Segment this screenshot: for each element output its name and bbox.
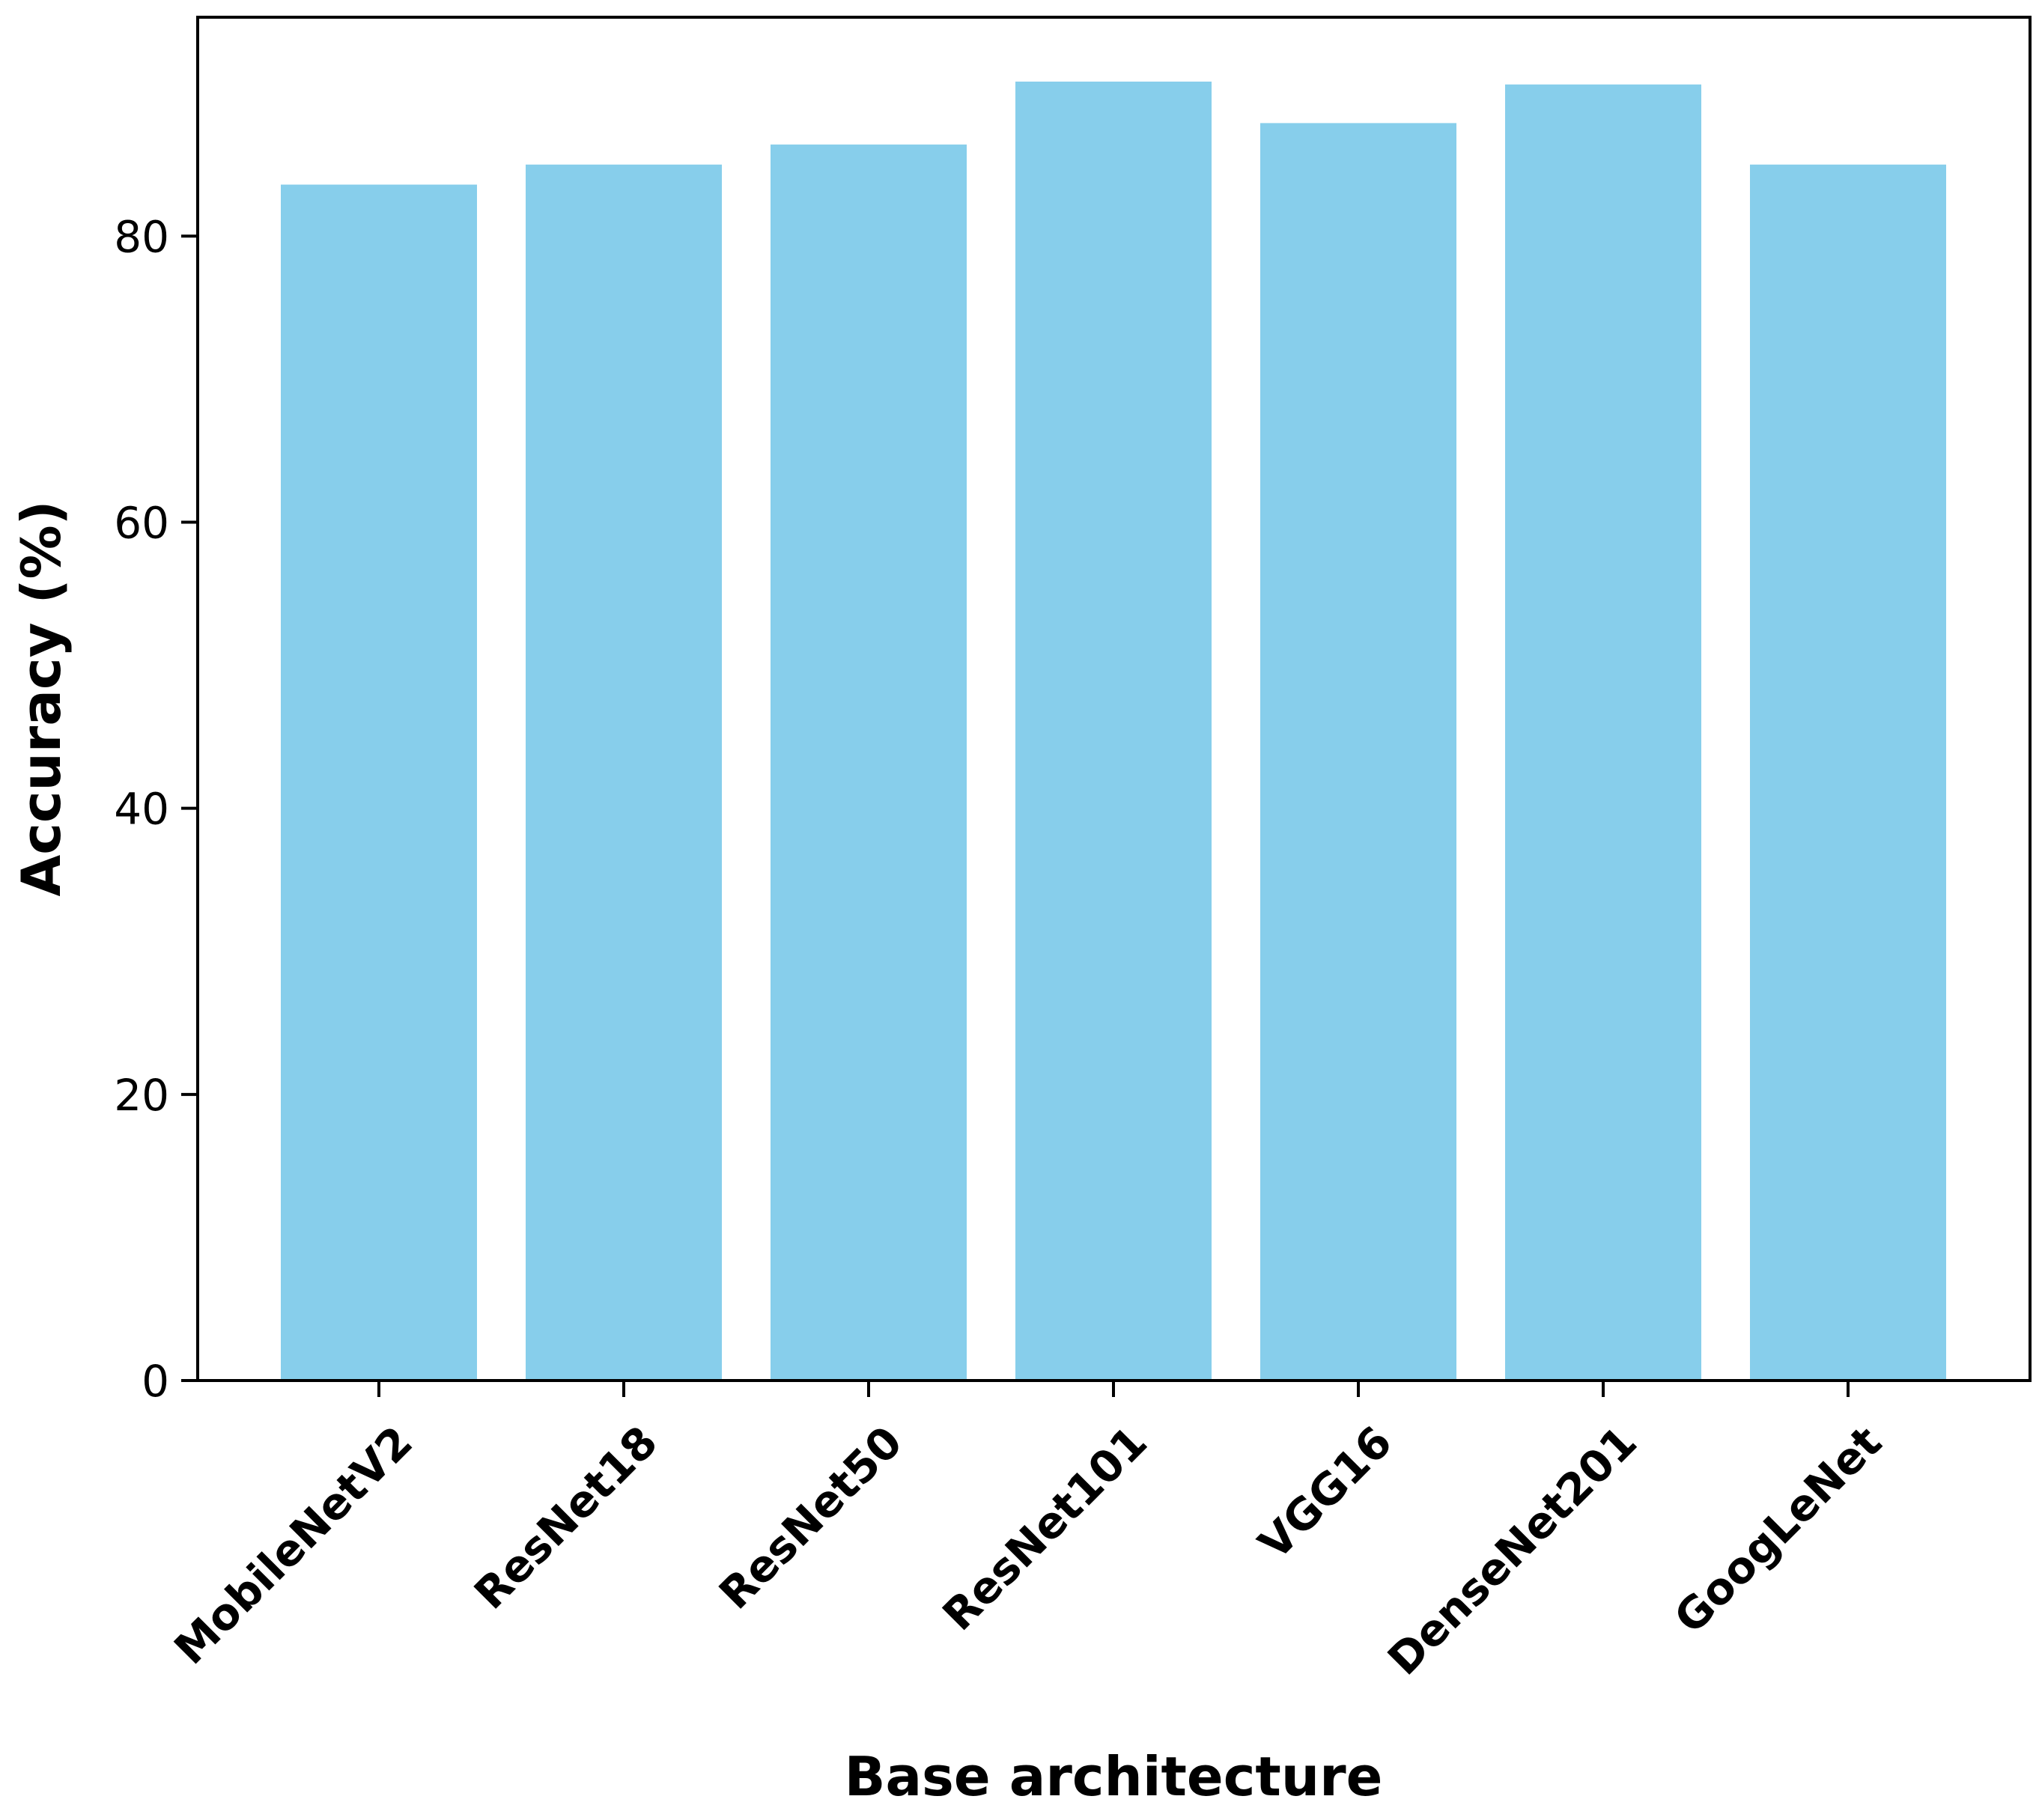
plot-frame (196, 16, 2032, 1382)
bar-vgg16 (1260, 123, 1456, 1381)
x-axis-title: Base architecture (845, 1745, 1383, 1808)
bar-resnet50 (771, 144, 967, 1381)
y-tick-label-40: 40 (114, 784, 169, 835)
bar-resnet18 (526, 164, 722, 1381)
y-axis-ticks: 0 20 40 60 80 (114, 211, 198, 1407)
bar-resnet101 (1015, 81, 1212, 1381)
y-tick-label-80: 80 (114, 211, 169, 262)
x-tick-label-densenet201: DenseNet201 (1378, 1416, 1647, 1685)
y-tick-label-20: 20 (114, 1070, 169, 1121)
bar-mobilenetv2 (281, 184, 477, 1381)
bars-layer (281, 81, 1946, 1381)
x-axis-ticks: MobileNetV2 ResNet18 ResNet50 ResNet101 VGG1… (165, 1381, 1891, 1685)
x-tick-label-mobilenetv2: MobileNetV2 (165, 1416, 422, 1674)
y-tick-label-60: 60 (114, 498, 169, 549)
x-tick-label-resnet18: ResNet18 (464, 1416, 667, 1619)
y-tick-label-0: 0 (142, 1356, 169, 1407)
y-axis-title: Accuracy (%) (10, 500, 73, 896)
x-tick-label-googlenet: GoogLeNet (1665, 1416, 1891, 1643)
x-tick-label-vgg16: VGG16 (1249, 1416, 1402, 1569)
bar-googlenet (1750, 164, 1946, 1381)
x-tick-label-resnet50: ResNet50 (709, 1416, 912, 1619)
x-tick-label-resnet101: ResNet101 (933, 1416, 1157, 1640)
bar-densenet201 (1505, 84, 1701, 1381)
